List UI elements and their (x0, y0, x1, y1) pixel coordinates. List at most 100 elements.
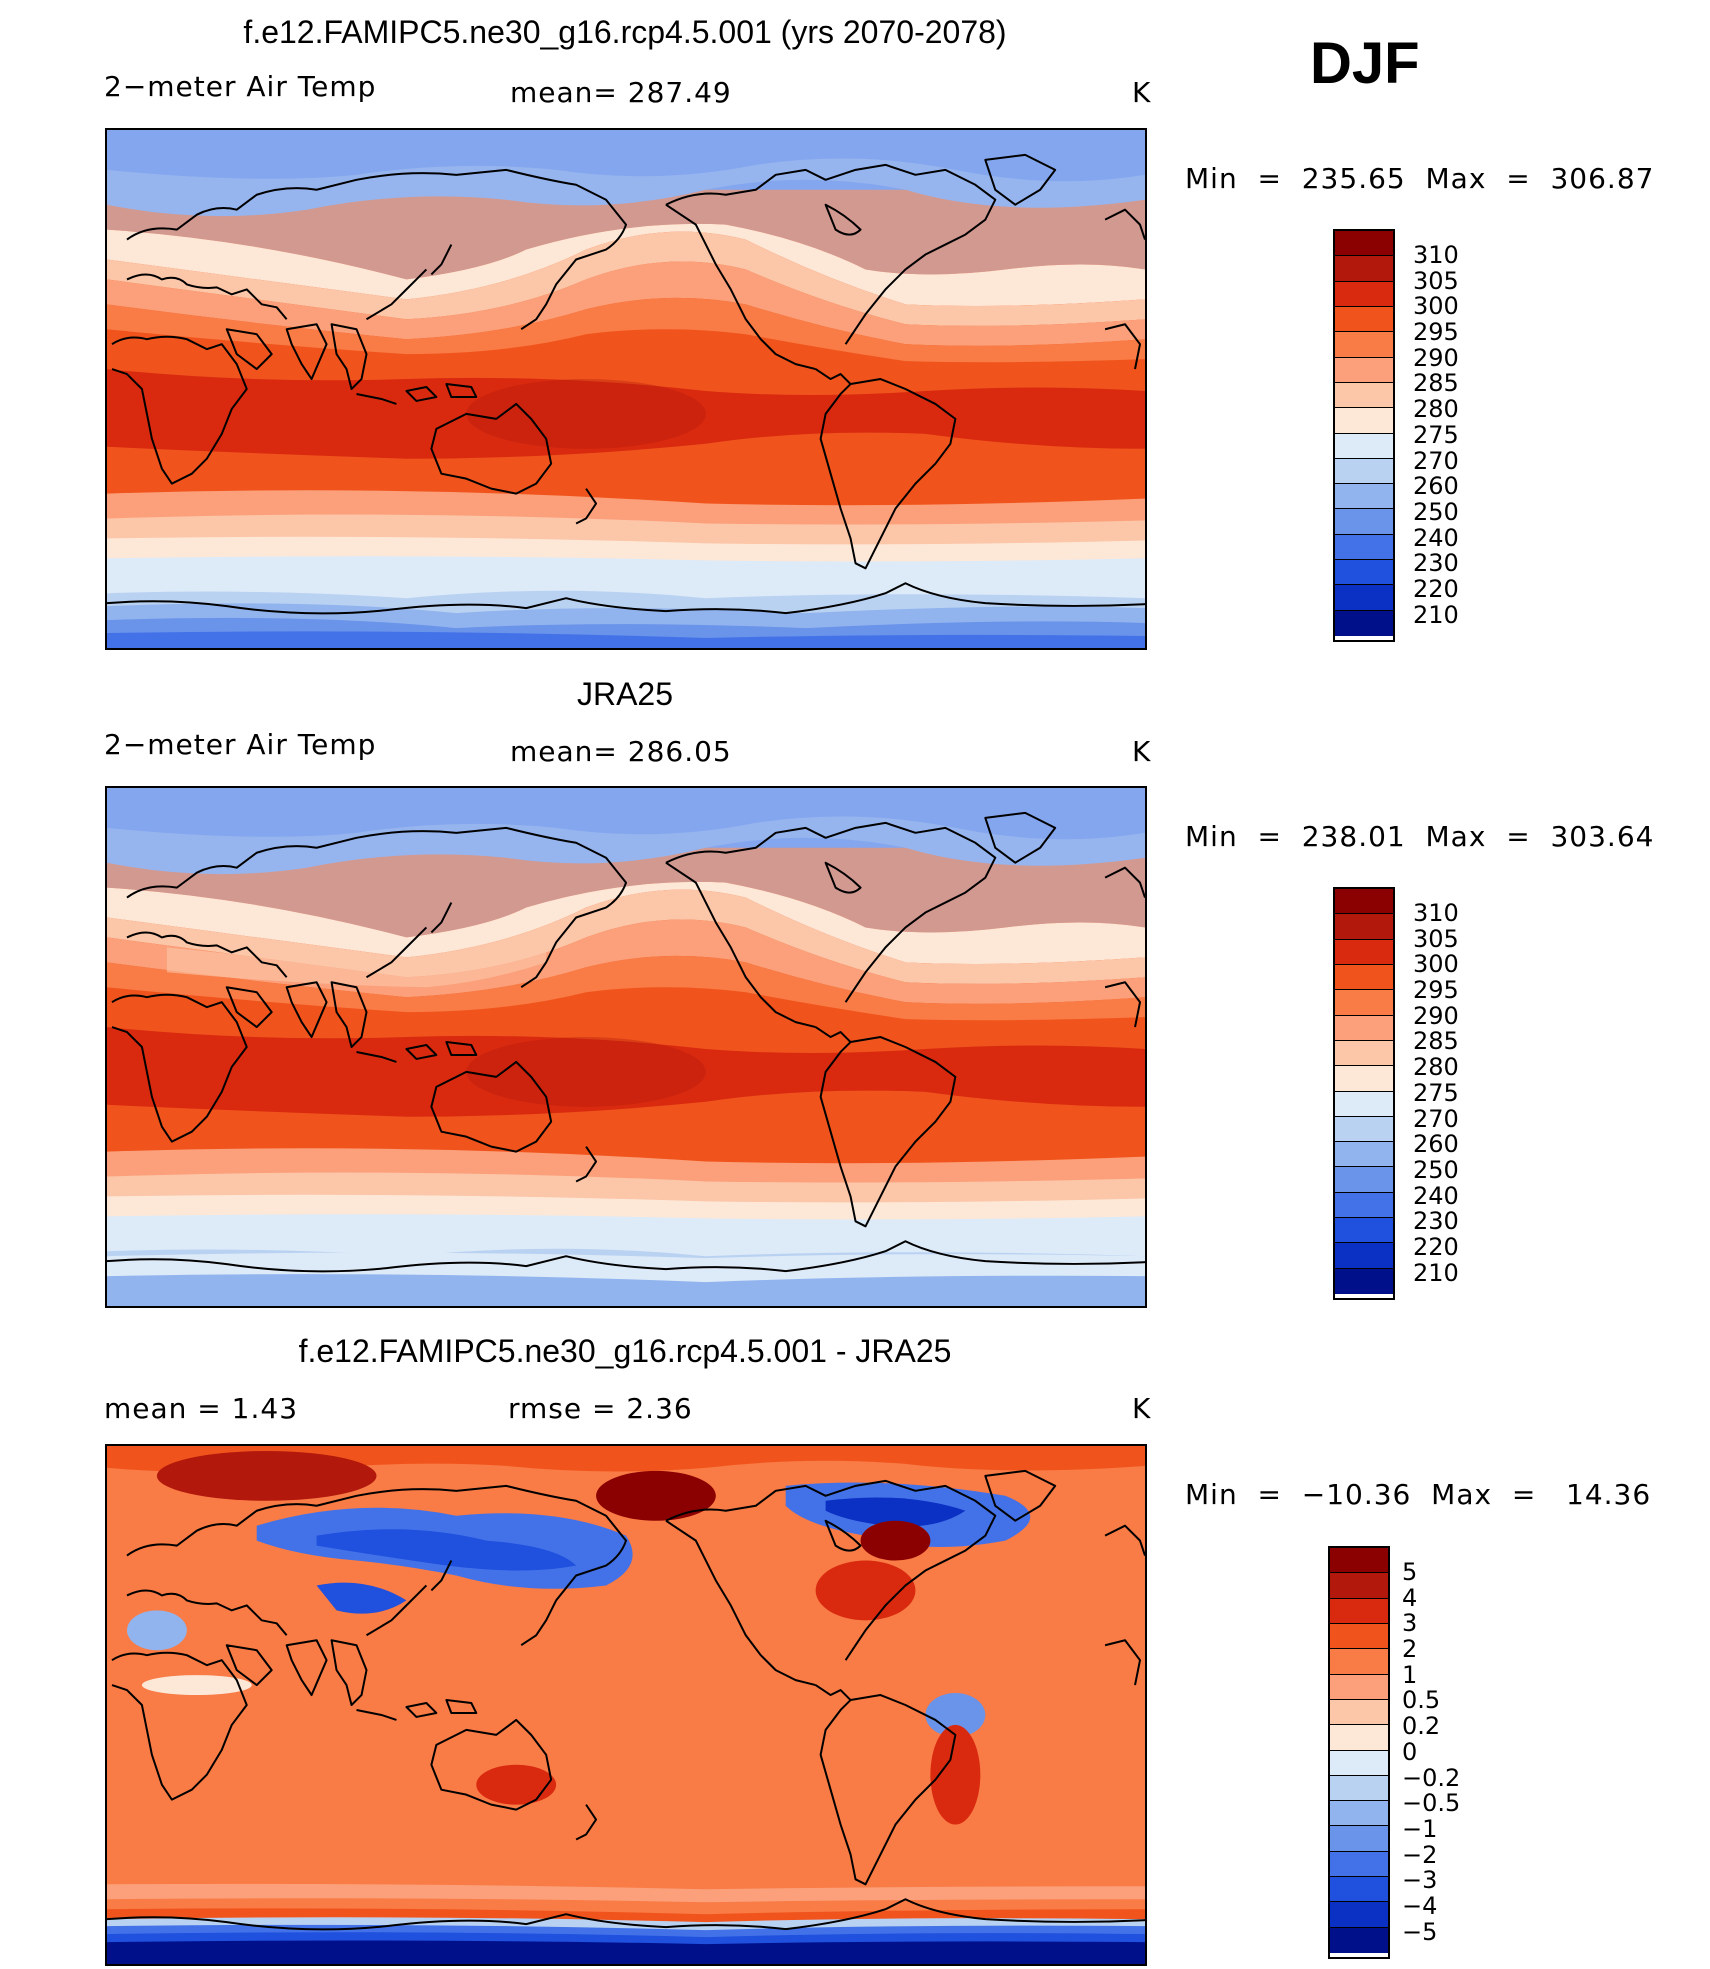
colorbar-swatch (1335, 332, 1393, 358)
panel-2-minmax: Min = 238.01 Max = 303.64 (1185, 820, 1655, 853)
panel-2-map-svg (107, 788, 1145, 1306)
colorbar-swatch (1330, 1548, 1388, 1574)
colorbar-tick-label: −4 (1402, 1891, 1438, 1920)
colorbar-tick-label: 220 (1413, 1232, 1459, 1261)
colorbar-swatch (1335, 458, 1393, 485)
colorbar-tick-label: 280 (1413, 1053, 1459, 1082)
colorbar-tick-label: 285 (1413, 1027, 1459, 1056)
season-label: DJF (1310, 31, 1420, 96)
panel-3-minmax: Min = −10.36 Max = 14.36 (1185, 1478, 1652, 1511)
colorbar-tick-label: 270 (1413, 446, 1459, 475)
colorbar-tick-label: 250 (1413, 497, 1459, 526)
panel-3-map (105, 1444, 1147, 1966)
colorbar-tick-label: −0.2 (1402, 1763, 1461, 1792)
panel-3-colorbar-labels: 5 4 3 2 1 0.5 0.2 0 −0.2 −0.5 −1 −2 −3 −4 −5 (1402, 1558, 1461, 1946)
colorbar-tick-label: 0 (1402, 1737, 1418, 1766)
colorbar-swatch (1330, 1725, 1388, 1751)
colorbar-swatch (1330, 1750, 1388, 1776)
colorbar-swatch (1330, 1649, 1388, 1675)
colorbar-tick-label: 5 (1402, 1558, 1418, 1586)
colorbar-swatch (1330, 1927, 1388, 1953)
colorbar-tick-label: −3 (1402, 1866, 1438, 1895)
panel-1-colorbar-labels: 310 305 300 295 290 285 280 275 270 260 250 240 230 2… (1413, 242, 1459, 628)
panel-2-title: JRA25 (576, 676, 674, 712)
colorbar-swatch (1330, 1877, 1388, 1903)
panel-3-title: f.e12.FAMIPC5.ne30_g16.rcp4.5.001 - JRA2… (298, 1333, 952, 1369)
colorbar-swatch (1330, 1623, 1388, 1650)
colorbar-tick-label: 220 (1413, 574, 1459, 603)
panel-2-variable-label: 2−meter Air Temp (104, 728, 377, 761)
panel-2-colorbar (1333, 887, 1395, 1300)
colorbar-swatch (1330, 1598, 1388, 1624)
colorbar-swatch (1335, 560, 1393, 586)
colorbar-swatch (1335, 281, 1393, 307)
colorbar-tick-label: 295 (1413, 976, 1459, 1005)
colorbar-tick-label: 295 (1413, 318, 1459, 347)
colorbar-tick-label: 0.5 (1402, 1686, 1441, 1715)
panel-1-variable-label: 2−meter Air Temp (104, 70, 377, 103)
colorbar-swatch (1335, 1268, 1393, 1294)
colorbar-tick-label: 240 (1413, 1181, 1459, 1210)
colorbar-tick-label: 210 (1413, 1258, 1459, 1287)
colorbar-tick-label: −5 (1402, 1917, 1438, 1946)
colorbar-tick-label: 310 (1413, 899, 1459, 927)
colorbar-swatch (1335, 1192, 1393, 1219)
colorbar-tick-label: 290 (1413, 343, 1459, 372)
panel-1-map-svg (107, 130, 1145, 648)
colorbar-swatch (1330, 1775, 1388, 1802)
colorbar-swatch (1335, 306, 1393, 333)
colorbar-swatch (1335, 889, 1393, 915)
colorbar-swatch (1335, 357, 1393, 383)
colorbar-swatch (1335, 484, 1393, 510)
panel-2-colorbar-labels: 310 305 300 295 290 285 280 275 270 260 250 240 230 2… (1413, 899, 1459, 1287)
colorbar-tick-label: −0.5 (1402, 1789, 1461, 1818)
panel-3-mean-label: mean = 1.43 (104, 1392, 299, 1425)
colorbar-swatch (1335, 1040, 1393, 1067)
colorbar-swatch (1335, 990, 1393, 1016)
colorbar-tick-label: 4 (1402, 1583, 1418, 1612)
colorbar-swatch (1335, 1116, 1393, 1143)
colorbar-swatch (1335, 585, 1393, 611)
colorbar-tick-label: 275 (1413, 420, 1459, 449)
colorbar-swatch (1335, 914, 1393, 940)
panel-1-title: f.e12.FAMIPC5.ne30_g16.rcp4.5.001 (yrs 2… (243, 14, 1007, 50)
colorbar-tick-label: 305 (1413, 266, 1459, 295)
panel-1-minmax: Min = 235.65 Max = 306.87 (1185, 162, 1655, 195)
panel-2-units: K (1132, 735, 1152, 768)
colorbar-swatch (1335, 610, 1393, 636)
panel-1-colorbar (1333, 229, 1395, 642)
colorbar-swatch (1335, 939, 1393, 965)
colorbar-swatch (1335, 1167, 1393, 1193)
colorbar-tick-label: 300 (1413, 292, 1459, 321)
panel-3-units: K (1132, 1392, 1152, 1425)
colorbar-tick-label: −2 (1402, 1840, 1438, 1869)
colorbar-swatch (1335, 382, 1393, 409)
colorbar-tick-label: 290 (1413, 1001, 1459, 1030)
panel-1-mean-label: mean= 287.49 (510, 76, 732, 109)
colorbar-swatch (1335, 1243, 1393, 1269)
colorbar-tick-label: 230 (1413, 1207, 1459, 1236)
colorbar-swatch (1335, 433, 1393, 459)
colorbar-swatch (1335, 408, 1393, 434)
colorbar-swatch (1330, 1699, 1388, 1726)
colorbar-swatch (1330, 1826, 1388, 1852)
colorbar-tick-label: 270 (1413, 1104, 1459, 1133)
colorbar-tick-label: 305 (1413, 924, 1459, 953)
panel-3-map-svg (107, 1446, 1145, 1964)
colorbar-tick-label: −1 (1402, 1814, 1438, 1843)
colorbar-tick-label: 240 (1413, 523, 1459, 552)
colorbar-swatch (1335, 1091, 1393, 1117)
colorbar-swatch (1330, 1573, 1388, 1599)
colorbar-tick-label: 3 (1402, 1609, 1418, 1638)
colorbar-tick-label: 285 (1413, 369, 1459, 398)
panel-3-colorbar (1328, 1546, 1390, 1959)
colorbar-tick-label: 230 (1413, 549, 1459, 578)
colorbar-swatch (1330, 1902, 1388, 1928)
colorbar-swatch (1330, 1801, 1388, 1827)
panel-1-units: K (1132, 76, 1152, 109)
colorbar-tick-label: 260 (1413, 472, 1459, 501)
colorbar-swatch (1330, 1674, 1388, 1700)
colorbar-tick-label: 280 (1413, 395, 1459, 424)
panel-2-map (105, 786, 1147, 1308)
colorbar-swatch (1335, 231, 1393, 257)
